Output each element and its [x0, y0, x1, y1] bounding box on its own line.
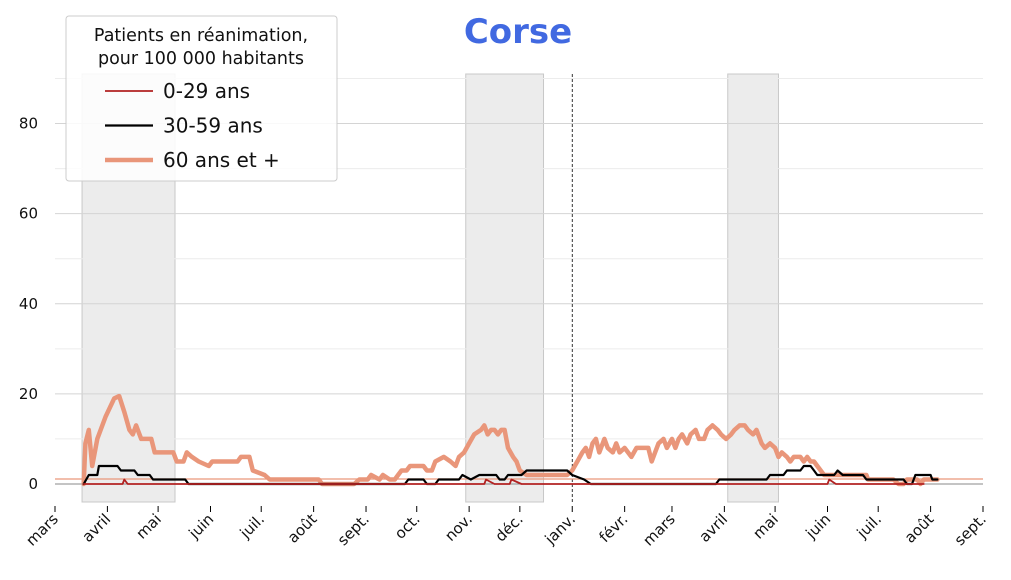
x-tick-label: avril — [695, 510, 731, 546]
legend: Patients en réanimation, pour 100 000 hab… — [65, 15, 338, 182]
x-tick-label: juil. — [236, 510, 268, 542]
y-tick-label: 0 — [28, 475, 38, 493]
x-tick-label: sept. — [334, 510, 373, 549]
y-tick-label: 60 — [19, 205, 38, 223]
legend-title: Patients en réanimation, pour 100 000 hab… — [94, 26, 308, 69]
x-tick-label: avril — [78, 510, 114, 546]
legend-title-line: Patients en réanimation, — [94, 26, 308, 46]
x-tick-label: févr. — [595, 510, 631, 546]
series-layer — [81, 393, 940, 487]
x-tick-label: mars — [639, 510, 679, 550]
x-tick-label: janv. — [541, 510, 579, 548]
chart-title: Corse — [464, 12, 572, 52]
legend-items: 0-29 ans 30-59 ans 60 ans et + — [105, 79, 280, 172]
y-tick-label: 80 — [19, 115, 38, 133]
series-line-60-ans-et- — [81, 393, 940, 487]
series-line-0-29-ans — [82, 478, 925, 485]
x-axis: mars avril mai juin juil. août sept. oct. nov. dé… — [22, 506, 990, 550]
x-tick-label: juil. — [853, 510, 885, 542]
y-tick-label: 20 — [19, 385, 38, 403]
lockdown-period-3 — [727, 73, 779, 503]
x-tick-label: juin — [185, 510, 218, 543]
x-tick-label: août — [901, 510, 938, 547]
legend-label: 60 ans et + — [163, 148, 280, 172]
legend-label: 30-59 ans — [163, 114, 263, 138]
legend-label: 0-29 ans — [163, 79, 250, 103]
legend-box — [65, 15, 338, 182]
y-tick-label: 40 — [19, 295, 38, 313]
x-tick-label: mai — [132, 510, 165, 543]
x-tick-label: juin — [802, 510, 835, 543]
legend-title-line: pour 100 000 habitants — [98, 49, 304, 69]
x-tick-label: nov. — [441, 510, 476, 545]
y-axis: 0 20 40 60 80 — [19, 115, 38, 493]
series-line-30-59-ans — [82, 464, 939, 486]
x-tick-label: août — [284, 510, 321, 547]
x-tick-label: mai — [749, 510, 782, 543]
x-tick-label: déc. — [491, 510, 526, 545]
x-tick-label: mars — [22, 510, 62, 550]
x-tick-label: sept. — [951, 510, 990, 549]
x-tick-label: oct. — [391, 510, 424, 543]
